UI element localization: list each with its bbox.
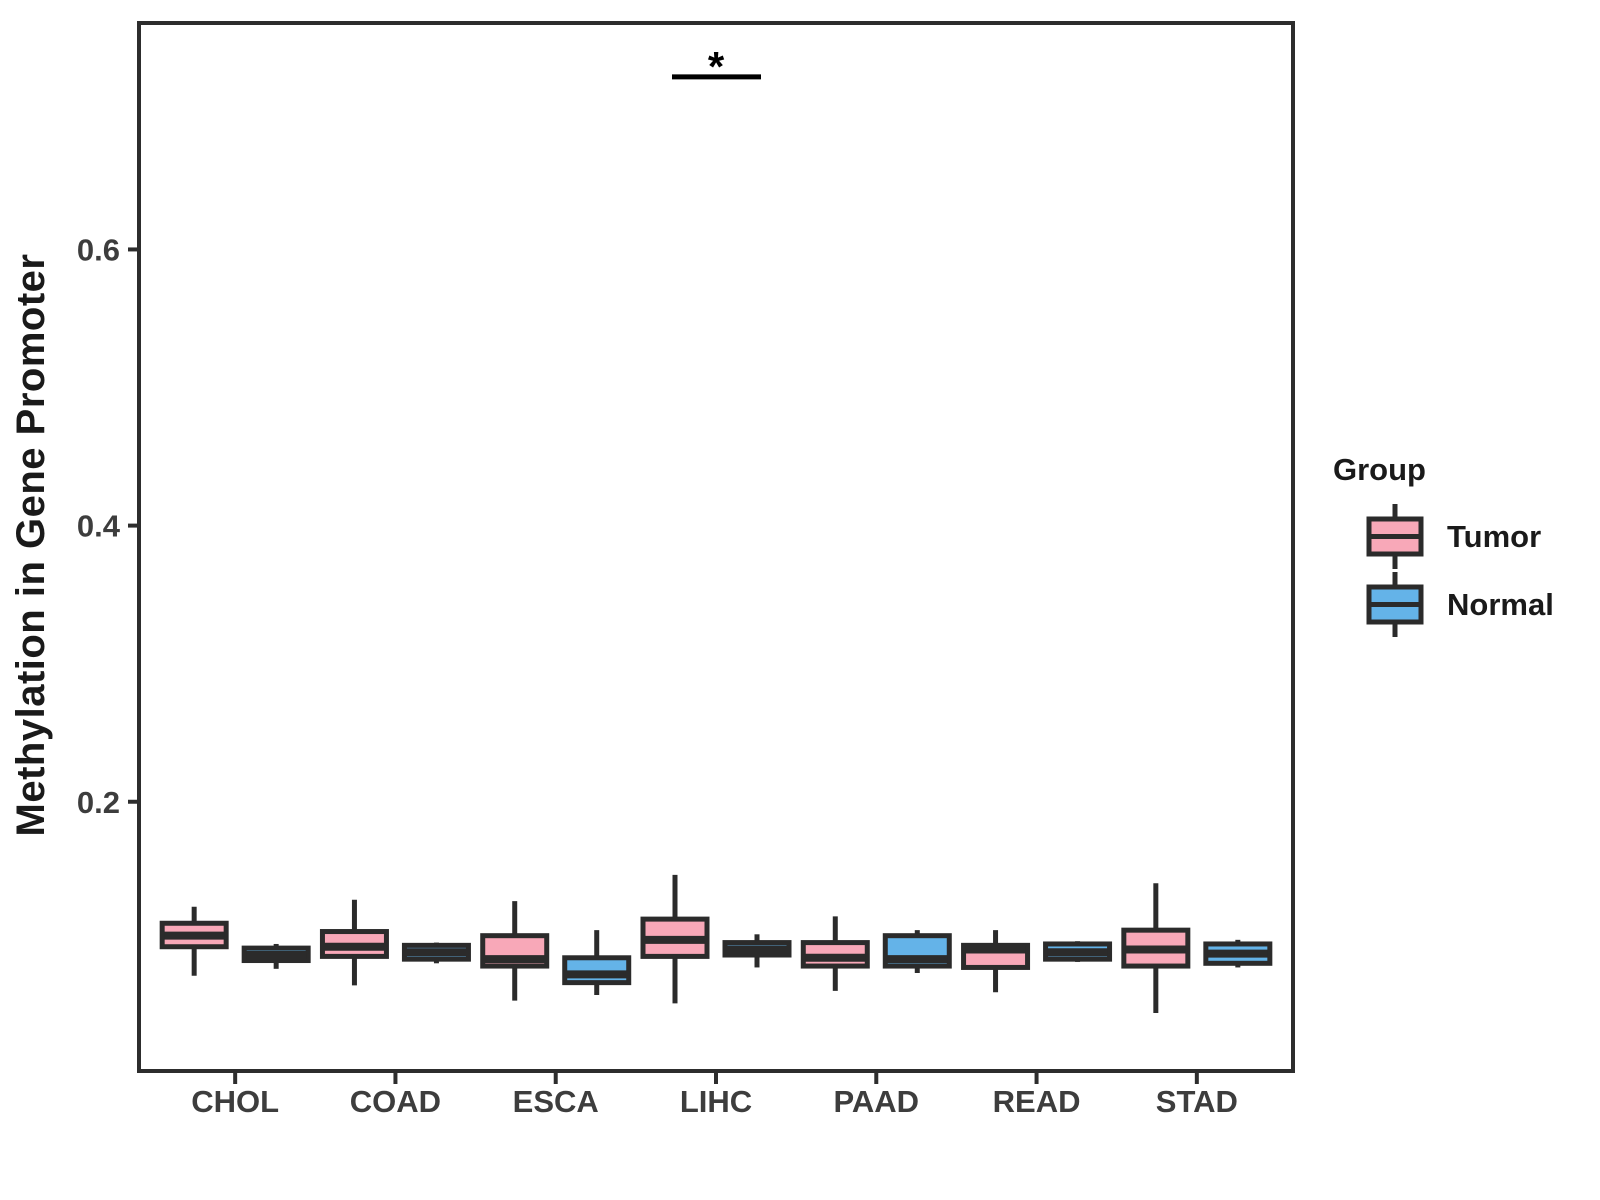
x-tick-label-lihc: LIHC	[680, 1084, 752, 1119]
boxplot-esca-normal	[562, 930, 632, 996]
boxplot-lihc-normal	[722, 934, 792, 968]
y-tick-label: 0.2	[77, 785, 120, 820]
panel-border	[137, 21, 1295, 1073]
x-tick-label-coad: COAD	[350, 1084, 441, 1119]
x-tick-label-chol: CHOL	[191, 1084, 279, 1119]
y-axis-title: Methylation in Gene Promoter	[9, 254, 53, 837]
x-tick-label-read: READ	[993, 1084, 1081, 1119]
legend-title: Group	[1333, 452, 1426, 487]
x-tick-label-stad: STAD	[1156, 1084, 1238, 1119]
significance-annotation-lihc: *	[672, 43, 761, 90]
legend: Group Tumor Normal	[1333, 452, 1554, 637]
boxplot-chol-tumor	[159, 906, 229, 976]
legend-label-normal: Normal	[1447, 587, 1554, 622]
legend-key-tumor	[1366, 504, 1424, 569]
boxplot-chol-normal	[241, 943, 311, 969]
significance-star: *	[708, 43, 725, 90]
boxplot-stad-tumor	[1121, 883, 1191, 1014]
plot-panel: 0.2 0.4 0.6 CHOL COAD ESCA LIHC PAAD READ STAD *	[77, 21, 1295, 1119]
boxplot-coad-tumor	[319, 899, 389, 986]
boxplot-read-normal	[1043, 941, 1113, 962]
boxplot-lihc-tumor	[640, 874, 710, 1004]
legend-keys	[1366, 504, 1424, 637]
x-tick-label-paad: PAAD	[834, 1084, 920, 1119]
boxplot-esca-tumor	[480, 901, 550, 1001]
x-tick-label-esca: ESCA	[513, 1084, 599, 1119]
boxplot-stad-normal	[1203, 939, 1273, 968]
boxplot-paad-tumor	[800, 916, 870, 991]
boxplot-coad-normal	[401, 942, 471, 964]
legend-label-tumor: Tumor	[1447, 519, 1541, 554]
y-tick-label: 0.4	[77, 509, 121, 544]
y-tick-label: 0.6	[77, 232, 120, 267]
boxplot-paad-normal	[882, 930, 952, 973]
boxplot-read-tumor	[961, 930, 1031, 993]
legend-key-normal	[1366, 572, 1424, 637]
iqr-box	[562, 955, 632, 986]
